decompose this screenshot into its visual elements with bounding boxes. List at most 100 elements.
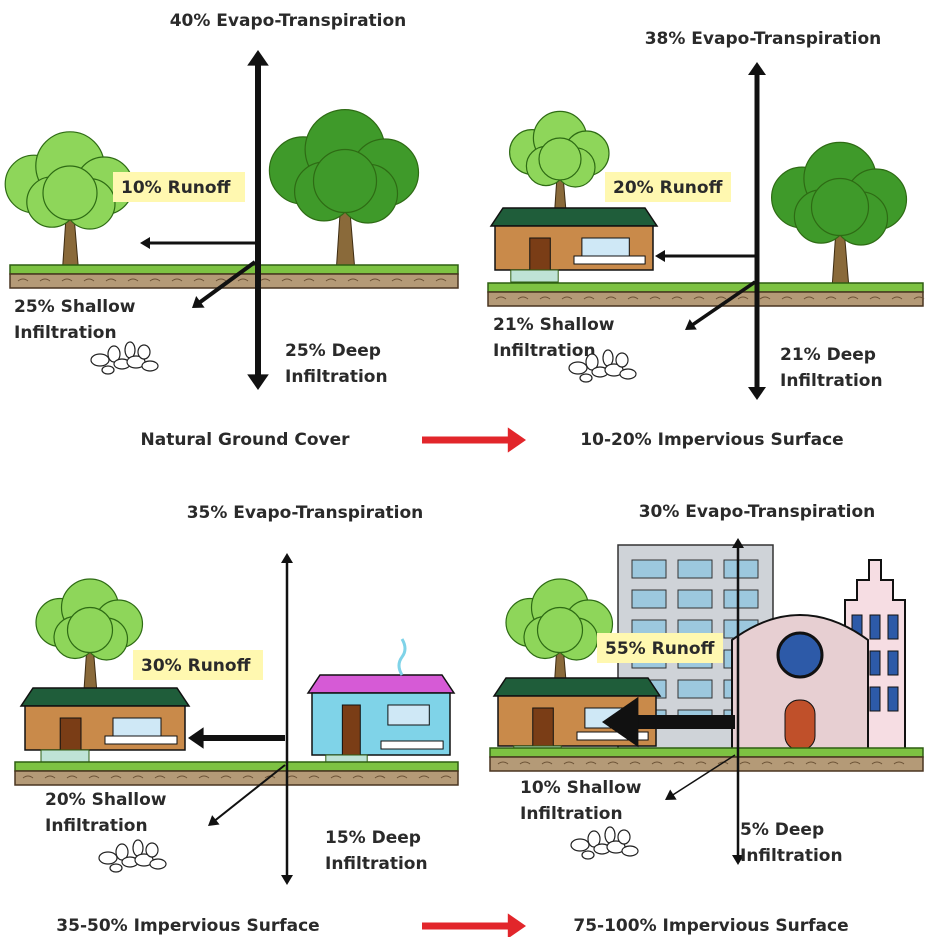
tower-window (632, 560, 666, 578)
tower-window (724, 560, 758, 578)
brick-window (870, 615, 880, 639)
label: 40% Evapo-Transpiration (170, 11, 407, 31)
pebble (146, 843, 158, 857)
porch-rail (381, 741, 443, 749)
pebble (91, 354, 109, 366)
label: 55% Runoff (605, 639, 715, 659)
label: 10% Shallow (520, 778, 642, 798)
house-door (60, 718, 81, 750)
house-door (342, 705, 360, 755)
tree-foliage (43, 166, 97, 220)
tree-foliage (314, 150, 377, 213)
pebble (603, 350, 613, 366)
house-window (388, 705, 429, 725)
house-door (530, 238, 551, 270)
tower-window (678, 680, 712, 698)
label: 20% Shallow (45, 790, 167, 810)
label: Infiltration (14, 323, 117, 343)
pebble (133, 840, 143, 856)
caption: 10-20% Impervious Surface (580, 430, 843, 450)
tree-foliage (68, 608, 113, 653)
label: Infiltration (740, 846, 843, 866)
tower-window (678, 560, 712, 578)
grass (15, 762, 458, 771)
arrow-head (732, 538, 744, 548)
pebble (102, 366, 114, 374)
pebble (138, 345, 150, 359)
tree-foliage (539, 138, 581, 180)
arrow-head (508, 913, 526, 937)
house-roof (21, 688, 189, 706)
caption: 35-50% Impervious Surface (56, 916, 319, 936)
tower-window (678, 590, 712, 608)
arrow-head (748, 387, 766, 400)
house-window (113, 718, 161, 738)
pebble (618, 830, 630, 844)
house-door (533, 708, 554, 746)
label: Infiltration (45, 816, 148, 836)
brick-window (888, 615, 898, 639)
arrow-head (508, 427, 526, 452)
label: 25% Deep (285, 341, 381, 361)
pebble (622, 846, 638, 856)
pebble (569, 362, 587, 374)
walkway (511, 270, 558, 282)
pebble (616, 353, 628, 367)
arrow-head (665, 790, 677, 800)
label: 21% Shallow (493, 315, 615, 335)
label: 38% Evapo-Transpiration (645, 29, 882, 49)
label: 25% Shallow (14, 297, 136, 317)
pebble (580, 374, 592, 382)
pebble (150, 859, 166, 869)
diagram: 10% Runoff 40% Evapo-Transpiration 25% Sha… (0, 0, 926, 937)
label: 20% Runoff (613, 178, 723, 198)
pebble (110, 864, 122, 872)
porch-rail (574, 256, 645, 264)
pebble (605, 827, 615, 843)
house-roof (494, 678, 660, 696)
label: Infiltration (493, 341, 596, 361)
arrow-head (281, 875, 293, 885)
label: 21% Deep (780, 345, 876, 365)
hall-door (785, 700, 815, 750)
walkway (41, 750, 89, 762)
label: Infiltration (780, 371, 883, 391)
house-roof (308, 675, 454, 693)
arrow-head (655, 250, 665, 262)
round-window (778, 633, 822, 677)
pebble (620, 369, 636, 379)
arrow-head (208, 815, 220, 826)
pebble (571, 839, 589, 851)
label: Infiltration (285, 367, 388, 387)
grass (488, 283, 923, 292)
label: 30% Runoff (141, 656, 251, 676)
tree-foliage (812, 179, 869, 236)
pebble (125, 342, 135, 358)
label: 5% Deep (740, 820, 824, 840)
label: 35% Evapo-Transpiration (187, 503, 424, 523)
label: 10% Runoff (121, 178, 231, 198)
brick-window (888, 651, 898, 675)
arrow-head (188, 727, 204, 749)
grass (10, 265, 458, 274)
brick-window (870, 651, 880, 675)
arrow-head (247, 374, 269, 390)
label: 15% Deep (325, 828, 421, 848)
house-window (582, 238, 629, 258)
soil (490, 757, 923, 771)
tower-window (724, 590, 758, 608)
chimney-smoke (399, 639, 405, 675)
pebble (142, 361, 158, 371)
caption: Natural Ground Cover (141, 430, 351, 450)
pebble (99, 852, 117, 864)
brick-window (870, 687, 880, 711)
label: 30% Evapo-Transpiration (639, 502, 876, 522)
house-roof (491, 208, 657, 226)
arrow-head (281, 553, 293, 563)
arrow-head (247, 50, 269, 66)
label: Infiltration (520, 804, 623, 824)
tower-window (632, 590, 666, 608)
caption: 75-100% Impervious Surface (573, 916, 848, 936)
porch-rail (105, 736, 177, 744)
label: Infiltration (325, 854, 428, 874)
